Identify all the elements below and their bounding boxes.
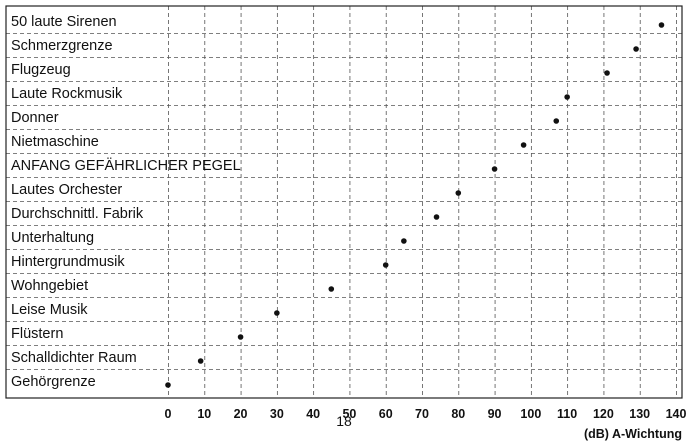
data-point (633, 46, 639, 52)
category-label: ANFANG GEFÄHRLICHER PEGEL (11, 157, 241, 174)
plot-frame (5, 5, 683, 399)
x-tick-labels: 0 10 20 30 40 50 60 70 80 90 100 110 120 130 140 (165, 407, 687, 421)
x-tick-label: 70 (415, 407, 429, 421)
category-label: Flüstern (11, 326, 63, 342)
category-label: Durchschnittl. Fabrik (11, 206, 144, 222)
data-point (433, 214, 440, 220)
x-tick-label: 120 (593, 407, 614, 421)
category-labels: 50 laute Sirenen Schmerzgrenze Flugzeug Lau… (11, 14, 241, 390)
data-point (401, 238, 407, 244)
data-point (274, 310, 280, 316)
data-point (604, 70, 610, 76)
category-label: Leise Musik (11, 302, 88, 318)
x-tick-label: 130 (629, 407, 650, 421)
x-tick-label: 30 (270, 407, 284, 421)
x-tick-label: 0 (165, 407, 172, 421)
x-tick-label: 80 (451, 407, 465, 421)
data-point (197, 358, 204, 364)
data-points (165, 22, 665, 388)
x-tick-label: 10 (197, 407, 211, 421)
x-tick-label: 140 (666, 407, 687, 421)
data-point (658, 22, 665, 28)
x-tick-label: 90 (488, 407, 502, 421)
data-point (520, 142, 527, 148)
data-point (564, 94, 570, 100)
category-label: Flugzeug (11, 62, 71, 78)
data-point (237, 334, 244, 340)
category-label: Unterhaltung (11, 230, 94, 246)
x-tick-label: 60 (379, 407, 393, 421)
category-label: Laute Rockmusik (11, 86, 123, 102)
data-point (455, 190, 462, 196)
category-label: Lautes Orchester (11, 182, 122, 198)
x-tick-label: 110 (557, 407, 577, 421)
data-point (553, 118, 560, 124)
data-point (328, 286, 335, 292)
category-label: Hintergrundmusik (11, 254, 125, 270)
data-point (382, 262, 389, 268)
data-point (165, 382, 171, 388)
data-point (491, 166, 498, 172)
x-tick-label: 40 (306, 407, 320, 421)
x-tick-label: 100 (520, 407, 541, 421)
category-label: Gehörgrenze (11, 374, 96, 390)
x-tick-label: 50 (342, 407, 356, 421)
vertical-gridlines (168, 6, 677, 398)
category-label: Schmerzgrenze (11, 38, 113, 54)
horizontal-gridlines (6, 33, 682, 370)
category-label: Wohngebiet (11, 278, 88, 294)
x-axis-label: (dB) A-Wichtung (584, 427, 682, 441)
category-label: 50 laute Sirenen (11, 14, 117, 30)
page-number: 18 (336, 413, 352, 429)
category-label: Nietmaschine (11, 134, 99, 150)
category-label: Schalldichter Raum (11, 350, 137, 366)
x-tick-label: 20 (234, 407, 248, 421)
category-label: Donner (11, 110, 59, 126)
